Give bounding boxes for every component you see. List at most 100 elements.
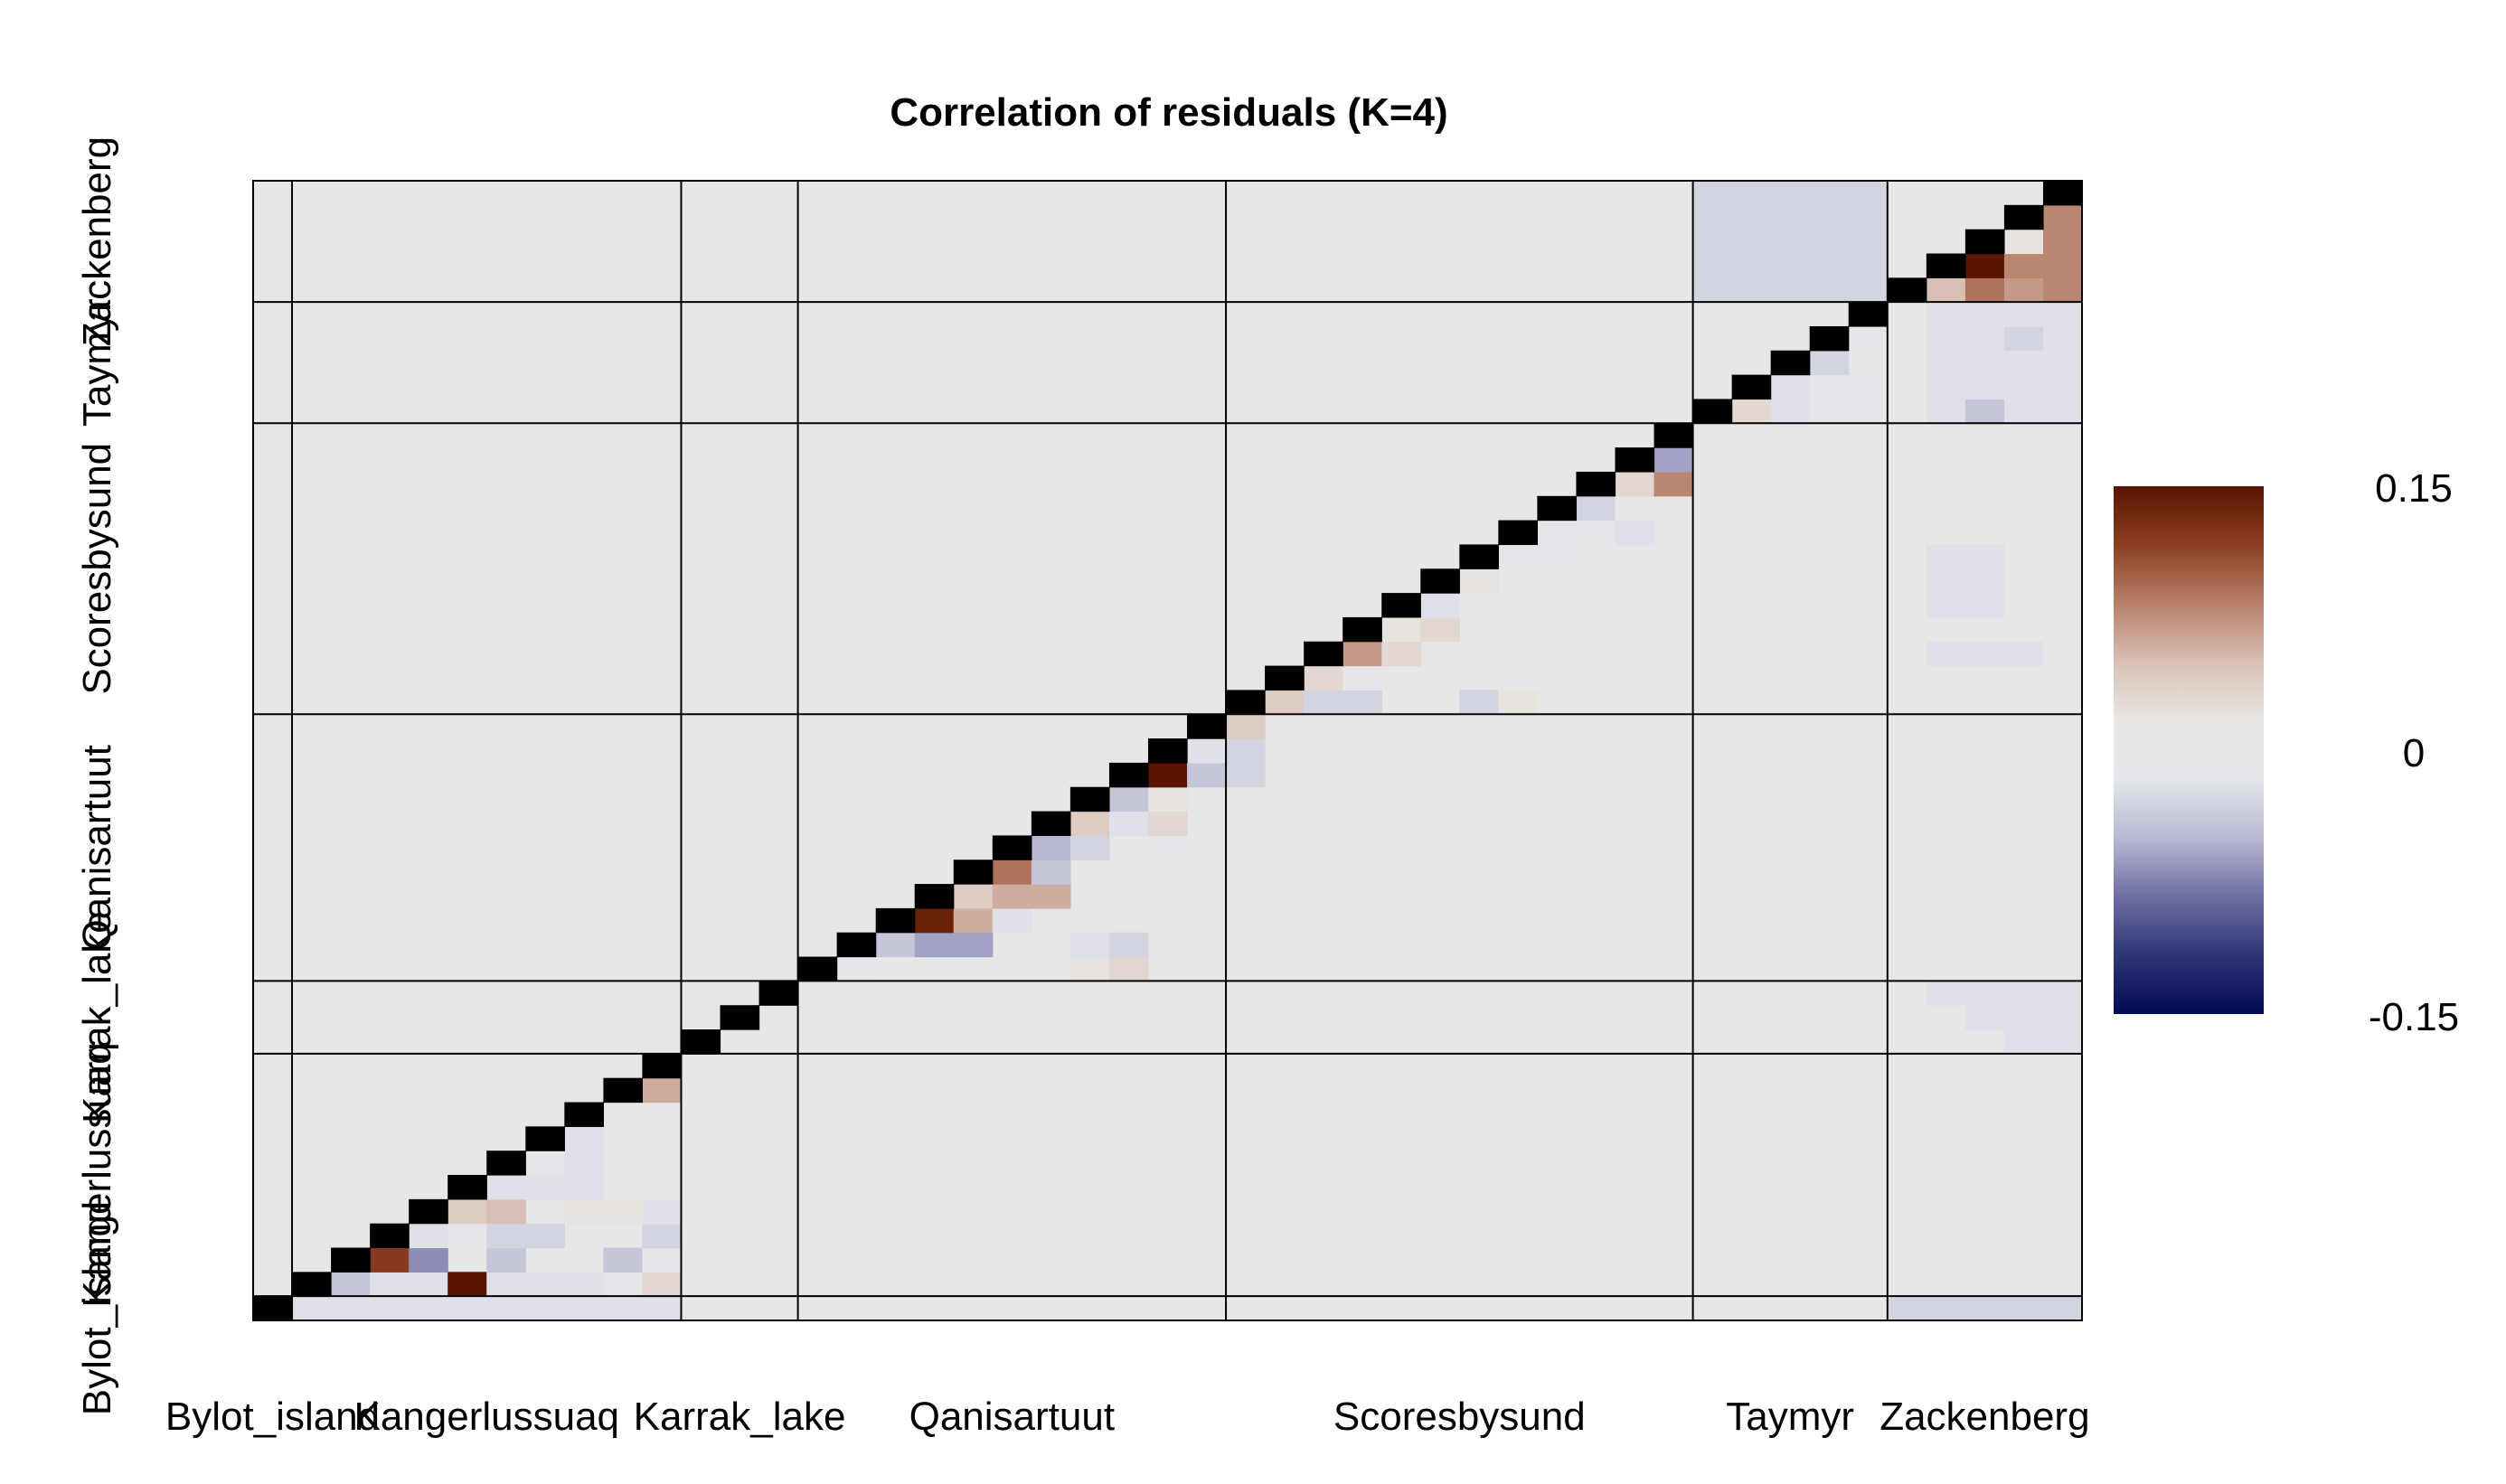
heatmap-cell xyxy=(1069,811,1110,837)
diagonal-cell xyxy=(2003,204,2044,230)
heatmap-cell xyxy=(1809,253,1850,278)
plot-border xyxy=(252,180,2083,1321)
x-site-label: Taymyr xyxy=(1726,1395,1854,1439)
heatmap-cell xyxy=(2042,1005,2083,1030)
legend-mid-label: 0 xyxy=(2403,731,2425,775)
heatmap-cell xyxy=(1731,277,1772,303)
heatmap-cell xyxy=(1964,1005,2005,1030)
heatmap-cell xyxy=(1848,204,1889,230)
diagonal-cell xyxy=(253,1296,293,1321)
heatmap-cell xyxy=(2003,302,2044,327)
heatmap-cell xyxy=(1731,229,1772,255)
heatmap-cell xyxy=(1108,956,1149,982)
diagonal-cell xyxy=(1537,495,1578,521)
heatmap-cell xyxy=(1653,471,1694,497)
heatmap-cell xyxy=(1031,835,1071,860)
diagonal-cell xyxy=(1964,229,2005,255)
heatmap-cell xyxy=(875,932,916,958)
diagonal-cell xyxy=(1342,616,1382,643)
heatmap-cell xyxy=(953,884,994,909)
x-site-label: Bylot_island xyxy=(165,1395,380,1439)
heatmap-cell xyxy=(2003,399,2044,424)
heatmap-cell xyxy=(1926,981,1966,1006)
diagonal-cell xyxy=(1226,690,1266,715)
heatmap-cell xyxy=(2042,1296,2083,1321)
diagonal-cell xyxy=(1459,544,1499,569)
legend-max-label: 0.15 xyxy=(2375,466,2453,511)
heatmap-cell xyxy=(2003,277,2044,303)
heatmap-cell xyxy=(642,1175,683,1200)
diagonal-cell xyxy=(1265,665,1305,691)
heatmap-cells xyxy=(253,181,2083,1321)
heatmap-cell xyxy=(1964,544,2005,569)
heatmap-cell xyxy=(1848,253,1889,278)
color-legend: 0.15 0 -0.15 xyxy=(2114,466,2459,1039)
heatmap-cell xyxy=(1108,811,1149,837)
heatmap-cell xyxy=(448,1272,487,1297)
heatmap-cell xyxy=(1304,690,1343,715)
heatmap-cell xyxy=(525,1272,565,1297)
heatmap-cell xyxy=(1731,204,1772,230)
heatmap-cell xyxy=(525,1223,565,1249)
heatmap-cell xyxy=(1342,641,1382,667)
heatmap-cell xyxy=(1964,1296,2005,1321)
heatmap-cell xyxy=(1926,544,1966,569)
heatmap-cell xyxy=(1926,568,1966,594)
heatmap-cell xyxy=(1576,495,1616,521)
heatmap-cell xyxy=(1731,399,1772,424)
diagonal-cell xyxy=(1381,593,1421,618)
heatmap-cell xyxy=(525,1296,565,1321)
diagonal-cell xyxy=(1770,350,1811,376)
site-block-gridlines xyxy=(252,180,2083,1321)
x-site-label: Qanisartuut xyxy=(909,1395,1115,1439)
heatmap-cell xyxy=(448,1223,487,1249)
y-site-label: Scoresbysund xyxy=(75,443,119,695)
heatmap-cell xyxy=(1848,374,1889,400)
diagonal-cell xyxy=(331,1247,371,1273)
heatmap-cell xyxy=(1770,277,1811,303)
diagonal-cell xyxy=(1848,302,1889,327)
heatmap-cell xyxy=(1926,302,1966,327)
heatmap-cell xyxy=(1770,253,1811,278)
diagonal-cell xyxy=(2042,181,2083,206)
heatmap-cell xyxy=(914,932,955,958)
heatmap-cell xyxy=(1848,277,1889,303)
heatmap-cell xyxy=(1770,204,1811,230)
heatmap-cell xyxy=(1964,277,2005,303)
heatmap-cell xyxy=(603,1272,644,1297)
heatmap-cell xyxy=(2003,981,2044,1006)
heatmap-cell xyxy=(1615,495,1655,521)
diagonal-cell xyxy=(486,1151,526,1176)
heatmap-cell xyxy=(1964,568,2005,594)
heatmap-cell xyxy=(1770,399,1811,424)
legend-min-label: -0.15 xyxy=(2369,995,2459,1039)
heatmap-cell xyxy=(2042,981,2083,1006)
heatmap-cell xyxy=(1653,447,1694,473)
heatmap-cell xyxy=(1848,181,1889,206)
diagonal-cell xyxy=(1576,471,1616,497)
y-site-label: Qanisartuut xyxy=(75,745,119,950)
heatmap-cell xyxy=(1848,325,1889,352)
heatmap-cell xyxy=(1770,181,1811,206)
heatmap-cell xyxy=(370,1296,410,1321)
diagonal-cell xyxy=(1887,277,1927,303)
heatmap-cell xyxy=(1964,325,2005,352)
heatmap-cell xyxy=(1420,593,1460,618)
heatmap-cell xyxy=(1692,277,1733,303)
heatmap-cell xyxy=(486,1198,526,1225)
heatmap-cell xyxy=(1147,811,1188,837)
heatmap-cell xyxy=(1731,181,1772,206)
diagonal-cell xyxy=(1653,423,1694,448)
heatmap-cell xyxy=(1964,981,2005,1006)
heatmap-cell xyxy=(1381,616,1421,643)
heatmap-cell xyxy=(2042,374,2083,400)
heatmap-cell xyxy=(292,1296,332,1321)
diagonal-cell xyxy=(1692,399,1733,424)
diagonal-cell xyxy=(603,1077,644,1104)
diagonal-cell xyxy=(1304,641,1343,667)
heatmap-cell xyxy=(1809,277,1850,303)
heatmap-cell xyxy=(1265,690,1305,715)
heatmap-cell xyxy=(1926,641,1966,667)
heatmap-cell xyxy=(2042,399,2083,424)
diagonal-cell xyxy=(797,956,838,982)
